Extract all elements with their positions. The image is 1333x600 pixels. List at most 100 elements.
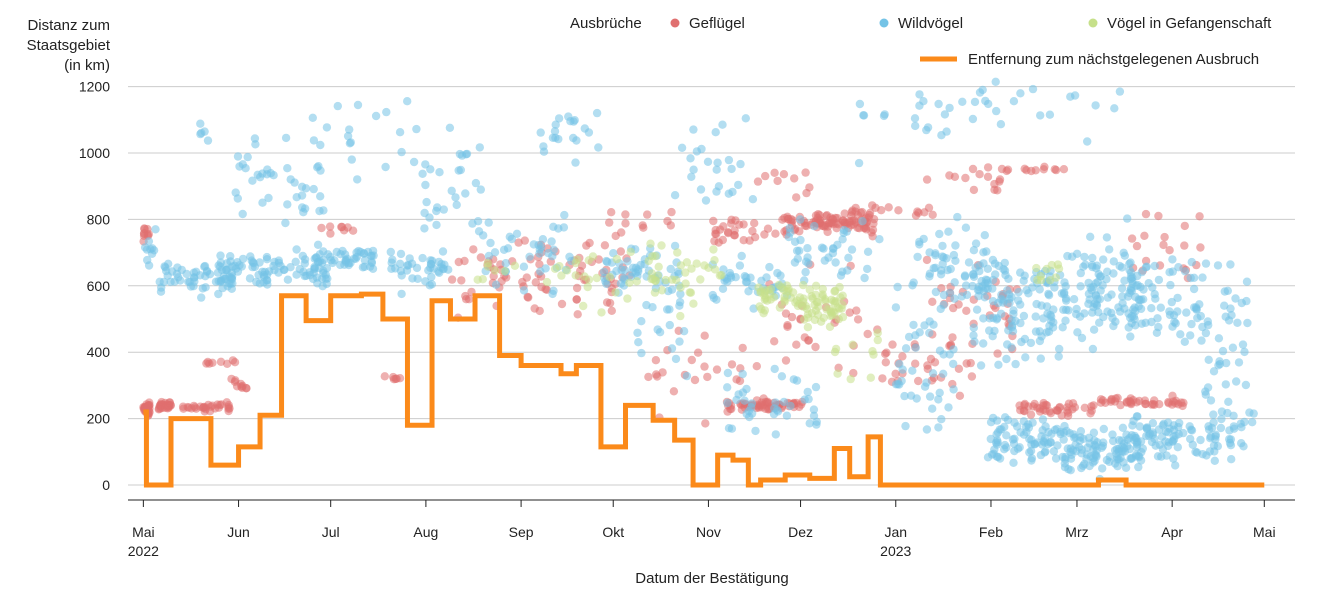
outbreak-point [475,143,484,152]
outbreak-point [1119,439,1129,448]
outbreak-point [542,277,552,287]
outbreak-point [961,223,971,232]
outbreak-point [650,288,660,297]
outbreak-point [1066,454,1076,463]
outbreak-point [934,423,943,432]
outbreak-point [1014,287,1023,297]
outbreak-point [1209,418,1218,427]
outbreak-point [723,228,733,237]
outbreak-point [1040,162,1049,171]
legend-label-wild-birds: Wildvögel [898,15,963,32]
outbreak-point [978,85,987,95]
outbreak-point [800,395,809,404]
outbreak-point [724,424,734,433]
outbreak-point [1031,166,1040,175]
outbreak-point [557,271,566,280]
outbreak-point [250,134,260,143]
outbreak-point [625,278,634,287]
outbreak-point [967,372,977,381]
outbreak-point [795,227,804,236]
outbreak-point [1150,290,1159,299]
outbreak-point [1218,346,1228,356]
outbreak-point [1083,137,1092,146]
outbreak-point [1154,211,1163,221]
outbreak-point [873,328,882,338]
outbreak-point [637,348,646,358]
outbreak-point [1204,355,1213,364]
outbreak-point [964,258,974,267]
outbreak-point [969,185,979,195]
outbreak-point [1099,255,1108,264]
outbreak-point [935,346,945,355]
outbreak-point [710,256,719,265]
outbreak-point [564,112,573,121]
outbreak-point [491,280,501,289]
outbreak-point [538,235,548,244]
outbreak-point [686,154,695,163]
outbreak-point [460,256,469,266]
outbreak-point [1132,241,1142,251]
outbreak-point [945,288,955,297]
outbreak-point [235,162,244,171]
y-tick-label: 400 [87,344,111,360]
outbreak-point [871,203,880,212]
outbreak-point [1039,314,1048,323]
outbreak-point [1187,319,1196,329]
outbreak-point [1020,164,1029,173]
outbreak-point [1009,306,1018,315]
outbreak-point [1126,258,1135,267]
outbreak-point [1026,410,1036,419]
outbreak-point [723,407,732,416]
outbreak-point [455,149,465,159]
outbreak-point [592,108,602,118]
outbreak-point [305,271,315,280]
outbreak-point [464,295,474,304]
outbreak-point [535,260,544,269]
outbreak-point [1086,232,1095,241]
outbreak-point [319,206,328,215]
outbreak-point [1201,259,1211,268]
outbreak-point [1220,287,1230,296]
outbreak-point [408,274,417,283]
outbreak-point [197,293,206,302]
outbreak-point [534,240,543,250]
outbreak-point [549,286,558,295]
x-tick-label: Jul [322,524,340,540]
outbreak-point [739,220,748,229]
outbreak-point [1072,310,1081,319]
outbreak-point [1221,312,1230,321]
outbreak-point [1191,447,1200,456]
x-tick-year-label: 2023 [880,543,911,559]
outbreak-point [711,229,720,238]
outbreak-point [1021,353,1030,362]
outbreak-point [1120,276,1129,285]
outbreak-point [911,359,920,368]
outbreak-point [838,267,847,276]
outbreak-point [248,176,257,185]
outbreak-point [1131,321,1140,330]
outbreak-point [1084,278,1093,288]
outbreak-point [692,259,701,268]
outbreak-point [926,354,936,364]
outbreak-point [1080,403,1090,412]
outbreak-point [1038,415,1048,424]
outbreak-point [925,392,935,401]
outbreak-point [1068,399,1078,408]
outbreak-point [597,308,606,317]
outbreak-point [611,288,620,297]
outbreak-point [780,296,789,305]
outbreak-point [1171,399,1180,408]
outbreak-point [750,233,760,242]
outbreak-point [1137,295,1146,304]
outbreak-point [891,380,901,389]
outbreak-point [1228,343,1238,352]
outbreak-point [1160,232,1169,242]
outbreak-point [983,163,993,172]
outbreak-point [969,323,978,332]
outbreak-point [709,216,718,226]
outbreak-point [1016,89,1025,98]
outbreak-point [182,269,191,279]
outbreak-point [738,388,748,397]
outbreak-point [317,223,326,233]
outbreak-point [677,143,687,152]
